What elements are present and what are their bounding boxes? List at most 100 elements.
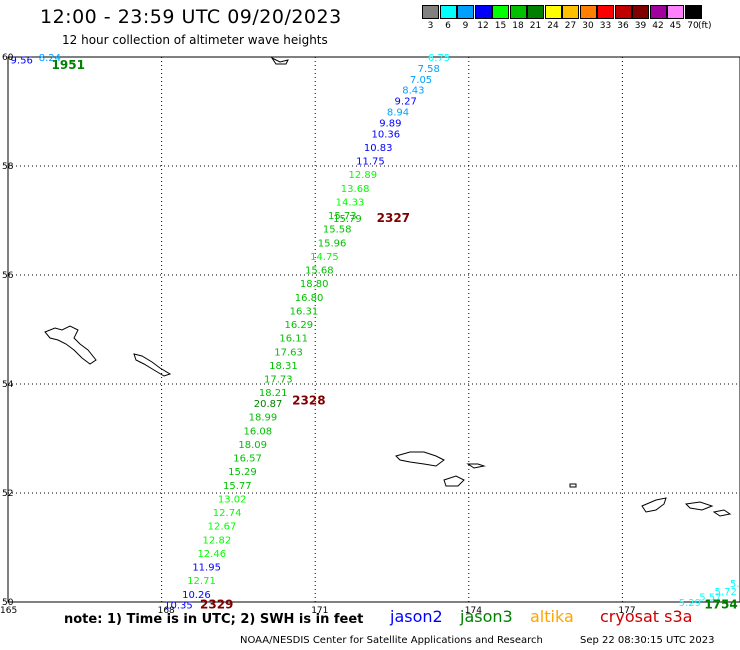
lon-tick-label: 177 xyxy=(618,606,635,616)
wave-height-label: 12.71 xyxy=(187,576,216,587)
wave-height-label: 15.68 xyxy=(305,266,334,277)
legend-bin-label: 70 xyxy=(687,21,699,31)
wave-height-label: 18.99 xyxy=(249,413,278,424)
pass-time-label: 2328 xyxy=(292,393,325,407)
map-title: 12:00 - 23:59 UTC 09/20/2023 xyxy=(40,6,342,28)
wave-height-label: 17.73 xyxy=(264,375,293,386)
legend-swatch xyxy=(684,5,702,19)
map-frame xyxy=(7,56,740,603)
legend-bin-label: 27 xyxy=(564,21,577,31)
wave-height-label: 5.57 xyxy=(699,593,721,604)
legend-bin-label: 9 xyxy=(462,21,469,31)
wave-height-label: 5.29 xyxy=(679,598,701,609)
island-outline xyxy=(641,497,667,513)
legend-bin-label: 12 xyxy=(477,21,489,31)
lon-tick-label: 168 xyxy=(158,606,175,616)
wave-height-label: 16.29 xyxy=(284,320,313,331)
island-outline xyxy=(443,475,465,487)
pass-time-label: 2329 xyxy=(200,598,233,612)
wave-height-label: 15.77 xyxy=(223,481,252,492)
legend-swatch xyxy=(474,5,492,19)
wave-height-label: 7.58 xyxy=(418,64,440,75)
lat-tick-label: 58 xyxy=(2,162,14,172)
legend-bin-label: 36 xyxy=(617,21,629,31)
pass-time-label: 1951 xyxy=(52,58,85,72)
wave-height-label: 11.75 xyxy=(356,157,385,168)
wave-height-label: 12.46 xyxy=(197,549,226,560)
wave-height-label: 13.02 xyxy=(218,494,247,505)
lat-tick-label: 56 xyxy=(2,271,14,281)
axis-tick-labels: 165 168 171 174 177 60 58 56 54 52 50 xyxy=(0,53,636,616)
wave-height-label: 18.21 xyxy=(259,388,288,399)
legend-bin-label: 6 xyxy=(445,21,451,31)
wave-height-label: 11.95 xyxy=(192,563,221,574)
wave-height-label: 12.89 xyxy=(348,170,377,181)
legend-bin-label: 30 xyxy=(582,21,594,31)
wave-height-label: 6.75 xyxy=(428,53,450,64)
pass-time-labels: 1951 2327 2328 2329 1754 xyxy=(52,58,738,612)
wave-height-label: 15.58 xyxy=(323,225,352,236)
legend-swatch xyxy=(579,5,597,19)
legend-swatch xyxy=(632,5,649,19)
satellite-jason3-label: jason3 xyxy=(460,607,513,626)
wave-height-label: 7.05 xyxy=(410,75,432,86)
generated-timestamp: Sep 22 08:30:15 UTC 2023 xyxy=(580,635,715,646)
legend-swatch xyxy=(667,5,684,19)
wave-height-label: 17.63 xyxy=(274,347,303,358)
legend-bin-label: 45 xyxy=(669,21,682,31)
legend-swatch xyxy=(492,5,509,19)
wave-height-labels: 9.56 8.24 6.757.587.058.439.278.949.8910.3… xyxy=(11,53,740,612)
lat-tick-label: 54 xyxy=(2,380,14,390)
legend-swatch xyxy=(457,5,474,19)
wave-height-label: 15.96 xyxy=(318,238,347,249)
lat-tick-label: 60 xyxy=(2,53,14,63)
map-subtitle: 12 hour collection of altimeter wave hei… xyxy=(62,33,328,47)
island-outline xyxy=(712,509,732,517)
pass-time-label: 1754 xyxy=(704,598,737,612)
wave-height-label: 18.31 xyxy=(269,361,298,372)
lon-tick-label: 165 xyxy=(0,606,17,616)
legend-swatch xyxy=(439,5,457,19)
lon-tick-label: 174 xyxy=(465,606,482,616)
lon-tick-label: 171 xyxy=(311,606,328,616)
wave-height-label: 9.89 xyxy=(379,118,401,129)
coastlines xyxy=(44,56,732,517)
wave-height-label: 8.24 xyxy=(39,53,61,64)
island-outline xyxy=(133,353,172,377)
wave-height-label: 16.80 xyxy=(295,293,324,304)
wave-height-label: 12.82 xyxy=(203,535,232,546)
island-outline xyxy=(569,483,577,488)
legend-swatch xyxy=(509,5,527,19)
wave-height-label: 14.75 xyxy=(310,252,339,263)
wave-height-label: 12.74 xyxy=(213,508,242,519)
legend-bin-label: 42 xyxy=(652,21,664,31)
wave-height-label: 10.83 xyxy=(364,143,393,154)
wave-height-label: 16.31 xyxy=(290,306,319,317)
legend-bin-label: 15 xyxy=(494,21,507,31)
wave-height-label: 5.72 xyxy=(715,587,737,598)
legend-swatch xyxy=(544,5,562,19)
legend-swatch xyxy=(614,5,632,19)
island-outline xyxy=(395,451,445,467)
footer-note: note: 1) Time is in UTC; 2) SWH is in fe… xyxy=(64,612,364,627)
pass-time-label: 2327 xyxy=(377,211,410,225)
wave-height-label: 8.43 xyxy=(402,86,424,97)
wave-height-label: 8.94 xyxy=(387,108,409,119)
wave-height-label: 5.14 xyxy=(730,579,740,590)
legend-bin-label: 39 xyxy=(634,21,647,31)
legend-unit: (ft) xyxy=(698,21,712,31)
satellite-cryosat-label: cryosat s3a xyxy=(600,607,693,626)
lat-tick-label: 52 xyxy=(2,489,13,499)
island-outline xyxy=(270,56,289,65)
wave-height-label: 16.08 xyxy=(244,426,273,437)
credit-text: NOAA/NESDIS Center for Satellite Applica… xyxy=(240,635,543,646)
legend-swatch xyxy=(422,5,439,19)
wave-height-label: 16.11 xyxy=(279,334,308,345)
legend-bin-label: 21 xyxy=(529,21,542,31)
wave-height-label: 15.73 xyxy=(328,211,357,222)
wave-height-label: 13.68 xyxy=(341,184,370,195)
wave-height-label: 10.26 xyxy=(182,590,211,601)
satellite-jason2-label: jason2 xyxy=(390,607,443,626)
legend-swatch xyxy=(527,5,544,19)
